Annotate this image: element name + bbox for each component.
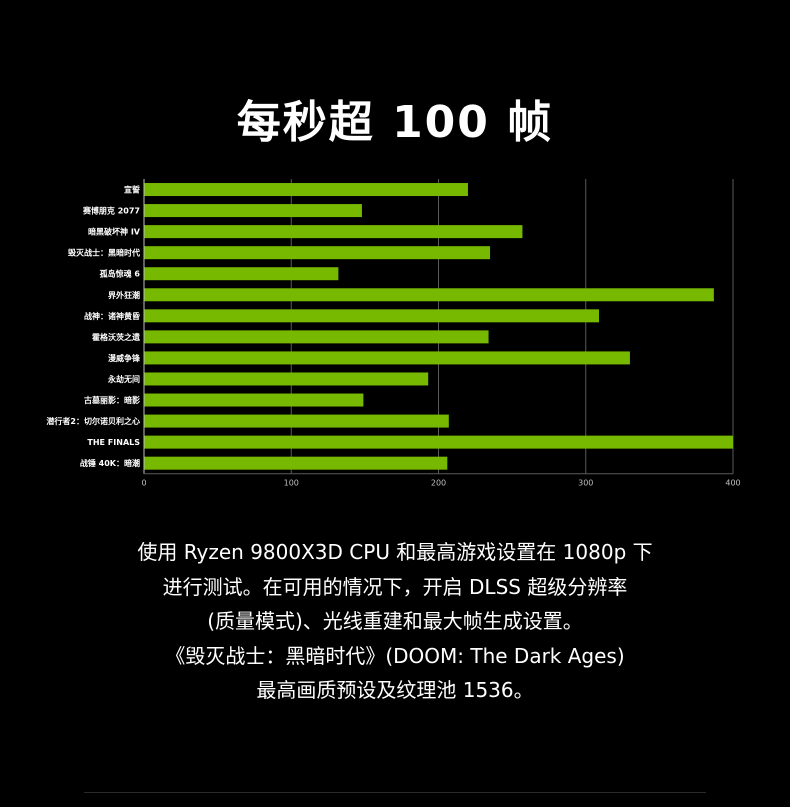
x-tick-label: 300: [578, 479, 593, 488]
test-notes: 使用 Ryzen 9800X3D CPU 和最高游戏设置在 1080p 下 进行…: [0, 535, 790, 708]
bar: [144, 351, 630, 365]
category-label: 宣誓: [124, 185, 140, 195]
caption-line: 《毁灭战士：黑暗时代》(DOOM: The Dark Ages): [165, 643, 625, 668]
category-label: 漫威争锋: [108, 353, 141, 363]
bar: [144, 288, 714, 302]
category-label: 古墓丽影：暗影: [84, 395, 140, 405]
bar: [144, 330, 489, 344]
caption-line: 使用 Ryzen 9800X3D CPU 和最高游戏设置在 1080p 下: [137, 540, 653, 564]
category-label: 战神：诸神黄昏: [84, 311, 140, 321]
x-tick-label: 200: [431, 479, 446, 488]
category-label: THE FINALS: [87, 438, 140, 447]
caption-line: (质量模式)、光线重建和最大帧生成设置。: [207, 609, 583, 633]
category-label: 赛博朋克 2077: [82, 206, 140, 216]
category-label: 永劫无间: [107, 374, 140, 384]
bar: [144, 267, 339, 281]
category-label: 毁灭战士：黑暗时代: [68, 248, 140, 258]
bar: [144, 435, 733, 449]
category-label: 霍格沃茨之遗: [92, 332, 140, 342]
bar: [144, 414, 449, 428]
divider: [84, 792, 706, 793]
caption-line: 进行测试。在可用的情况下，开启 DLSS 超级分辨率: [162, 574, 628, 599]
x-tick-label: 400: [725, 479, 740, 488]
x-tick-label: 100: [284, 479, 299, 488]
category-label: 战锤 40K：暗潮: [80, 458, 140, 468]
bar: [144, 309, 600, 323]
bar: [144, 183, 468, 197]
bar: [144, 393, 364, 407]
bar: [144, 204, 362, 218]
page-title: 每秒超 100 帧: [236, 97, 554, 148]
category-label: 潜行者2：切尔诺贝利之心: [46, 416, 140, 426]
bar: [144, 456, 448, 470]
category-label: 孤岛惊魂 6: [100, 269, 141, 279]
bar: [144, 246, 491, 260]
category-label: 界外狂潮: [108, 290, 140, 300]
category-label: 暗黑破坏神 IV: [88, 227, 141, 237]
x-tick-label: 0: [141, 479, 146, 488]
bar: [144, 225, 523, 239]
bar: [144, 372, 429, 386]
caption-line: 最高画质预设及纹理池 1536。: [256, 678, 534, 702]
